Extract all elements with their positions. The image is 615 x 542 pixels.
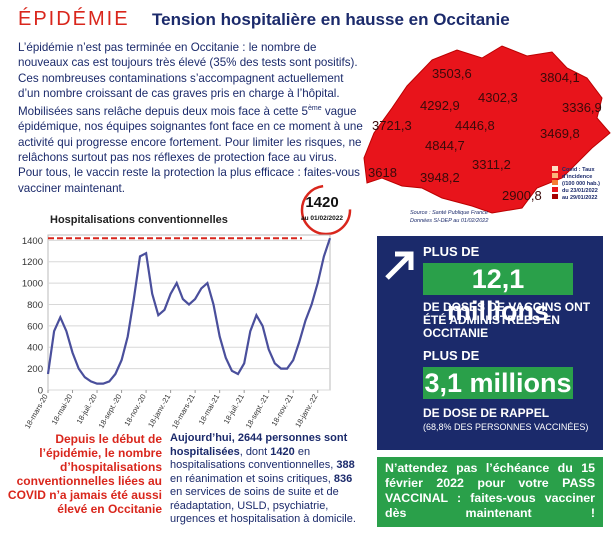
today: Aujourd’hui, 2644 personnes sont hospita… bbox=[170, 432, 365, 527]
legend-swatch bbox=[552, 187, 558, 192]
map-value: 3503,6 bbox=[432, 66, 472, 81]
highlight-circle bbox=[300, 184, 352, 236]
intro-sup: ème bbox=[308, 105, 322, 113]
intro-text: vague épidémique, nos équipes soignantes… bbox=[18, 105, 363, 195]
intro-text: L’épidémie n’est pas terminée en Occitan… bbox=[18, 41, 358, 119]
today-text: en services de soins de suite et de réad… bbox=[170, 486, 356, 525]
figure-text: DE DOSES DE VACCINS ONT ÉTÉ ADMINISTRÉES… bbox=[423, 300, 591, 340]
x-tick-label: 18-nov.-20 bbox=[122, 393, 147, 428]
map-value: 3336,9 bbox=[562, 100, 602, 115]
x-tick-label: 18-sept.-20 bbox=[97, 393, 124, 430]
map-note: Données SI-DEP au 01/02/2022 bbox=[410, 218, 488, 224]
intro: L’épidémie n’est pas terminée en Occitan… bbox=[18, 40, 363, 196]
map-value: 4292,9 bbox=[420, 98, 460, 113]
map-value: 3469,8 bbox=[540, 126, 580, 141]
legend-swatch bbox=[552, 194, 558, 199]
legend-swatch bbox=[552, 180, 558, 185]
call-to-action: N’attendez pas l’échéance du 15 février … bbox=[377, 457, 603, 527]
x-tick-label: 18-janv.-22 bbox=[293, 393, 319, 430]
map-value: 4446,8 bbox=[455, 118, 495, 133]
map-values: 3503,6 3804,1 4292,9 4302,3 3336,9 3721,… bbox=[368, 66, 602, 203]
line bbox=[46, 237, 332, 385]
today-text: en hospitalisations conventionnelles, bbox=[170, 445, 337, 472]
map-value: 3618 bbox=[368, 165, 397, 180]
legend-text: Covid : Taux bbox=[562, 167, 596, 173]
legend-swatch bbox=[552, 166, 558, 171]
x-tick-label: 18-juil.-21 bbox=[222, 393, 246, 426]
today-bold: 1420 bbox=[270, 445, 295, 458]
x-tick-label: 18-mars-21 bbox=[170, 393, 197, 431]
map-value: 2900,8 bbox=[502, 188, 542, 203]
map-value: 4844,7 bbox=[425, 138, 465, 153]
today-bold: 836 bbox=[333, 472, 353, 485]
x-tick-label: 18-mai-20 bbox=[50, 393, 75, 427]
y-tick-label: 1400 bbox=[22, 236, 43, 247]
annotation-date: au 01/02/2022 bbox=[301, 215, 343, 222]
map-value: 3948,2 bbox=[420, 170, 460, 185]
today-bold: Aujourd’hui, 2644 personnes sont hospita… bbox=[170, 432, 348, 458]
x-tick-label: 18-mars-20 bbox=[23, 393, 50, 431]
x-tick-label: 18-sept.-21 bbox=[244, 393, 271, 430]
chart: Hospitalisations conventionnelles 1420 a… bbox=[22, 184, 352, 431]
headline: Tension hospitalière en hausse en Occita… bbox=[152, 10, 510, 29]
today-text: , dont bbox=[239, 445, 271, 458]
map: 3503,6 3804,1 4292,9 4302,3 3336,9 3721,… bbox=[363, 45, 611, 224]
legend-text: d’incidence bbox=[562, 174, 592, 180]
figure: 3,1 millions bbox=[423, 367, 573, 399]
chart-title: Hospitalisations conventionnelles bbox=[50, 214, 228, 226]
legend-swatch bbox=[552, 173, 558, 178]
today-text: en réanimation et soins critiques, bbox=[170, 472, 334, 485]
y-tick-label: 0 bbox=[38, 386, 43, 397]
lead: PLUS DE bbox=[423, 244, 480, 259]
annotation-value: 1420 bbox=[305, 194, 338, 211]
stat-note: Depuis le début de l’épidémie, le nombre… bbox=[7, 432, 162, 516]
arrow-icon bbox=[385, 251, 414, 280]
y-tick-label: 600 bbox=[27, 321, 43, 332]
y-tick-label: 1000 bbox=[22, 279, 43, 290]
map-value: 3311,2 bbox=[472, 157, 511, 172]
y-tick-label: 1200 bbox=[22, 257, 43, 268]
map-region bbox=[363, 45, 611, 214]
legend-text: du 23/01/2022 bbox=[562, 188, 598, 194]
map-source: Source : Santé Publique France bbox=[410, 210, 488, 216]
x-tick-label: 18-juil.-20 bbox=[75, 393, 99, 426]
figure-note: (68,8% DES PERSONNES VACCINÉES) bbox=[423, 422, 589, 432]
today-bold: 388 bbox=[336, 459, 355, 471]
figure: 12,1 millions bbox=[423, 263, 573, 326]
map-value: 3804,1 bbox=[540, 70, 580, 85]
x-tick-label: 18-mai-21 bbox=[197, 393, 222, 427]
map-legend: Covid : Taux d’incidence (/100 000 hab.)… bbox=[552, 166, 600, 201]
kicker: ÉPIDÉMIE bbox=[18, 8, 130, 30]
map-value: 4302,3 bbox=[478, 90, 518, 105]
figure-text: DE DOSE DE RAPPEL bbox=[423, 406, 550, 420]
legend-text: (/100 000 hab.) bbox=[562, 181, 600, 187]
x-tick-label: 18-nov.-21 bbox=[269, 393, 294, 428]
y-tick-label: 400 bbox=[27, 343, 43, 354]
y-tick-label: 800 bbox=[27, 300, 43, 311]
legend-text: au 29/01/2022 bbox=[562, 195, 597, 201]
vaccination-box: PLUS DE 12,1 millions DE DOSES DE VACCIN… bbox=[377, 236, 603, 450]
map-value: 3721,3 bbox=[372, 118, 412, 133]
lead: PLUS DE bbox=[423, 348, 480, 363]
x-tick-label: 18-janv.-21 bbox=[146, 393, 172, 430]
y-tick-label: 200 bbox=[27, 364, 43, 375]
